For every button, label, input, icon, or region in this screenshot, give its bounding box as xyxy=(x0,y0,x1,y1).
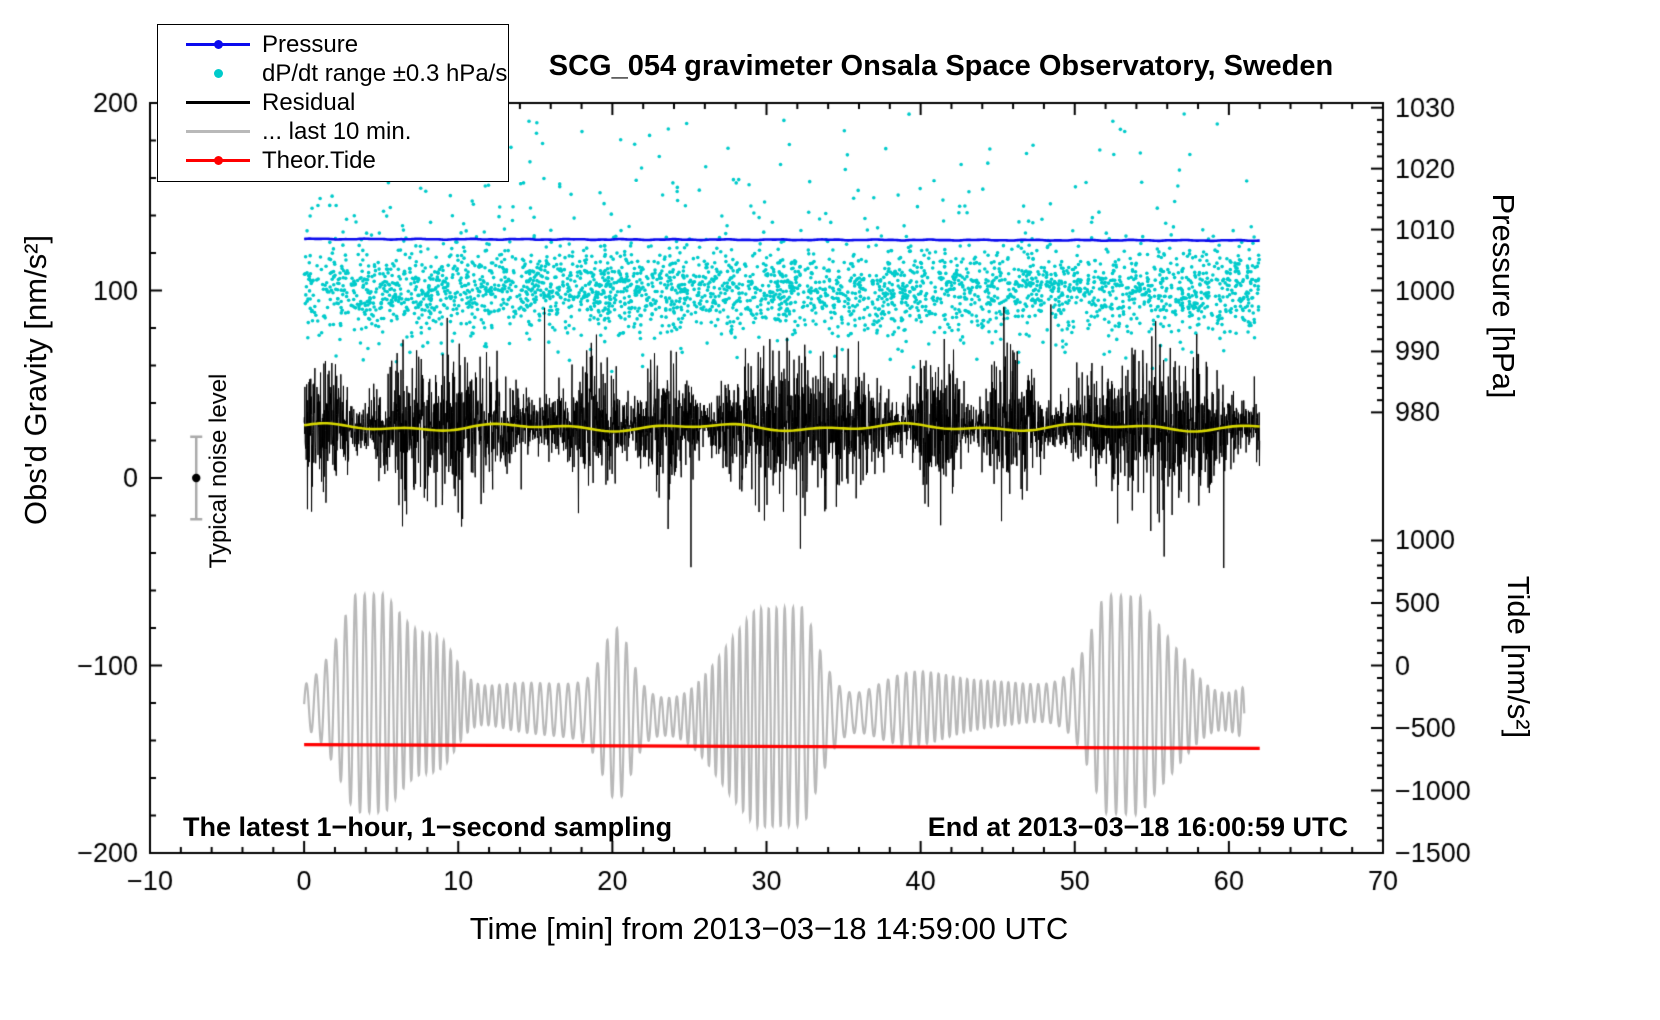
legend-item-dpdt: dP/dt range ±0.3 hPa/s xyxy=(158,59,508,88)
dpdt-dot-icon xyxy=(186,59,250,88)
legend: Pressure dP/dt range ±0.3 hPa/s Residual… xyxy=(157,24,509,182)
end-time-annotation: End at 2013−03−18 16:00:59 UTC xyxy=(927,812,1348,842)
chart-title: SCG_054 gravimeter Onsala Space Observat… xyxy=(548,50,1334,82)
tide-axis-label: Tide [nm/s²] xyxy=(1501,575,1536,739)
last10min-line-icon xyxy=(186,117,250,146)
legend-label-residual: Residual xyxy=(262,88,356,116)
legend-label-dpdt: dP/dt range ±0.3 hPa/s xyxy=(262,59,508,87)
pressure-axis-label: Pressure [hPa] xyxy=(1486,193,1521,399)
residual-line-icon xyxy=(186,88,250,117)
sampling-annotation: The latest 1−hour, 1−second sampling xyxy=(183,812,673,842)
noise-level-label: Typical noise level xyxy=(205,373,232,569)
legend-item-pressure: Pressure xyxy=(158,30,508,59)
gravity-axis-label: Obs'd Gravity [nm/s²] xyxy=(18,234,53,526)
pressure-line-icon xyxy=(186,30,250,59)
x-axis-label: Time [min] from 2013−03−18 14:59:00 UTC xyxy=(469,911,1069,946)
legend-item-last10min: ... last 10 min. xyxy=(158,117,508,146)
legend-item-theortide: Theor.Tide xyxy=(158,146,508,175)
legend-label-theortide: Theor.Tide xyxy=(262,146,376,174)
legend-label-pressure: Pressure xyxy=(262,30,359,58)
legend-item-residual: Residual xyxy=(158,88,508,117)
theortide-line-icon xyxy=(186,146,250,175)
legend-label-last10min: ... last 10 min. xyxy=(262,117,412,145)
